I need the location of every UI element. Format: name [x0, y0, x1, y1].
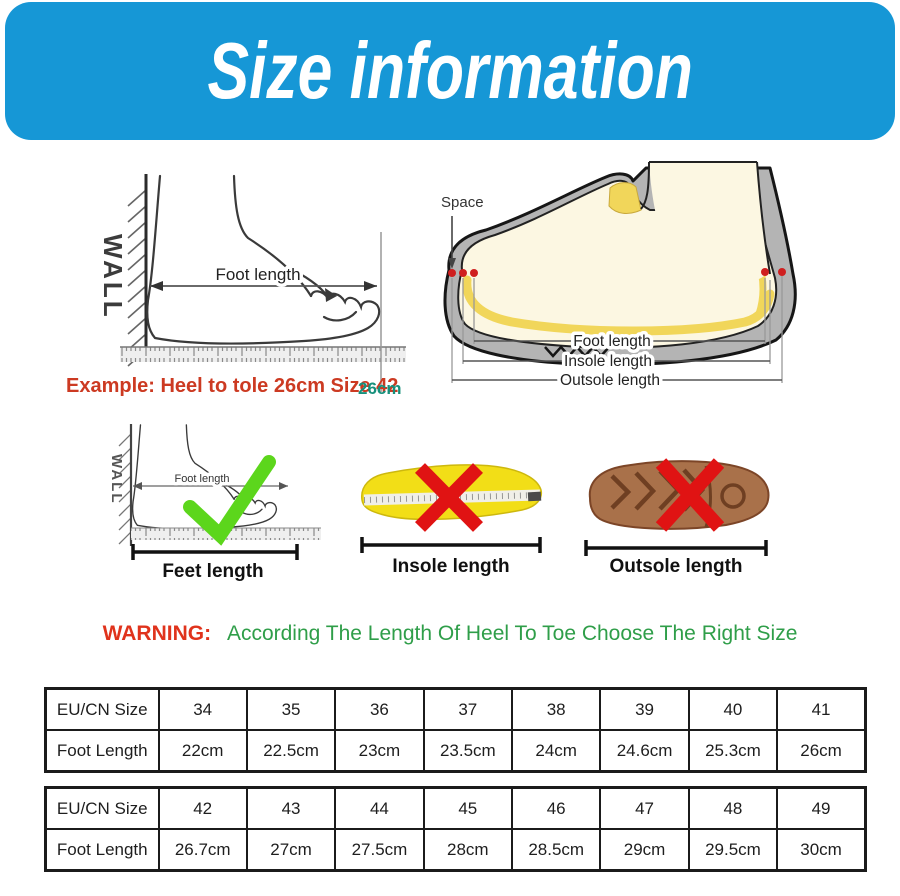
- insole-diagram: Insole length: [360, 463, 543, 577]
- shoe-insole-length-label: Insole length: [564, 353, 652, 370]
- foot-outline: [146, 174, 381, 345]
- size-cell: 44: [334, 786, 425, 830]
- example-text: Example: Heel to tole 26cm Size 42: [66, 375, 399, 397]
- length-cell: 27.5cm: [334, 828, 425, 872]
- extension-lines: [451, 276, 783, 383]
- size-cell: 45: [422, 786, 514, 830]
- length-cell: 28cm: [422, 828, 514, 872]
- size-cell: 49: [776, 786, 867, 830]
- size-row-label: EU/CN Size: [44, 786, 160, 830]
- size-cell: 40: [687, 687, 779, 731]
- length-cell: 29cm: [599, 828, 690, 872]
- table-row: Foot Length 26.7cm 27cm 27.5cm 28cm 28.5…: [44, 828, 867, 872]
- size-table-42-49: EU/CN Size 42 43 44 45 46 47 48 49 Foot …: [44, 786, 867, 872]
- length-cell: 24cm: [510, 729, 602, 773]
- size-cell: 39: [599, 687, 690, 731]
- title-banner: Size information: [5, 2, 895, 140]
- warning-line: WARNING: According The Length Of Heel To…: [0, 622, 900, 646]
- shoe-dimension-lines: [452, 340, 782, 381]
- length-cell: 28.5cm: [510, 828, 602, 872]
- tape-end: [527, 491, 542, 502]
- length-cell: 25.3cm: [687, 729, 779, 773]
- red-cross-icon: [415, 463, 483, 532]
- size-cell: 41: [776, 687, 867, 731]
- outsole-diagram: Outsole length: [584, 458, 770, 577]
- length-cell: 23cm: [334, 729, 425, 773]
- size-cell: 37: [422, 687, 514, 731]
- floor-ruler: [120, 347, 406, 362]
- leg-outline: [640, 161, 771, 275]
- shoe-tongue: [608, 182, 642, 214]
- table-row: Foot Length 22cm 22.5cm 23cm 23.5cm 24cm…: [44, 729, 867, 773]
- insole-length-bracket: [360, 537, 542, 553]
- table-row: EU/CN Size 34 35 36 37 38 39 40 41: [44, 687, 867, 731]
- length-cell: 26.7cm: [157, 828, 248, 872]
- foot-length-label: Foot length: [215, 265, 300, 284]
- warning-label: WARNING:: [102, 622, 212, 645]
- size-cell: 46: [510, 786, 602, 830]
- leg: [649, 162, 769, 286]
- example-measurement: 26cm: [358, 379, 402, 398]
- wall-hatching-small: [118, 433, 132, 545]
- foot-length-arrow: Foot length: [150, 262, 377, 291]
- wall-label-small: WALL: [108, 454, 125, 505]
- foot-length-arrow-small: Foot length: [133, 470, 288, 490]
- foot-length-label-small: Foot length: [174, 473, 229, 485]
- length-cell: 27cm: [245, 828, 337, 872]
- down-arrow-icon: [448, 258, 456, 269]
- foot-against-wall-diagram: WALL Foot length: [98, 174, 406, 392]
- size-table-34-41: EU/CN Size 34 35 36 37 38 39 40 41 Foot …: [44, 687, 867, 773]
- feet-length-caption: Feet length: [162, 561, 263, 582]
- outsole-length-caption: Outsole length: [610, 556, 743, 577]
- size-cell: 35: [245, 687, 337, 731]
- correct-method-diagram: WALL Foot length Feet length: [108, 424, 321, 582]
- red-cross-icon: [655, 458, 725, 532]
- page-title: Size information: [207, 26, 693, 115]
- size-cell: 47: [599, 786, 690, 830]
- wall-hatching: [127, 189, 147, 367]
- size-cell: 36: [334, 687, 425, 731]
- length-cell: 23.5cm: [422, 729, 514, 773]
- shoe-outsole-length-label: Outsole length: [560, 372, 660, 389]
- shoe-foot-length-label: Foot length: [573, 333, 651, 350]
- shoe-cross-section-diagram: Space Foot length Insole length Outsole …: [441, 161, 797, 393]
- insole-footbed: [462, 275, 775, 336]
- warning-text: According The Length Of Heel To Toe Choo…: [226, 622, 798, 645]
- measurement-diagrams: WALL Foot length: [98, 161, 797, 582]
- insole-length-caption: Insole length: [392, 556, 509, 577]
- size-cell: 42: [157, 786, 248, 830]
- space-annotation: Space: [441, 194, 484, 269]
- length-cell: 29.5cm: [687, 828, 779, 872]
- outsole-length-bracket: [584, 540, 768, 556]
- green-check-icon: [183, 455, 276, 546]
- length-cell: 24.6cm: [599, 729, 690, 773]
- space-label: Space: [441, 194, 484, 211]
- size-cell: 43: [245, 786, 337, 830]
- size-cell: 34: [157, 687, 248, 731]
- length-cell: 30cm: [776, 828, 867, 872]
- measure-point-dots: [448, 268, 786, 277]
- wall-label: WALL: [98, 234, 128, 320]
- size-row-label: EU/CN Size: [44, 687, 160, 731]
- table-row: EU/CN Size 42 43 44 45 46 47 48 49: [44, 786, 867, 830]
- length-cell: 22cm: [157, 729, 248, 773]
- length-cell: 26cm: [776, 729, 867, 773]
- outsole-image: [588, 460, 770, 530]
- size-cell: 38: [510, 687, 602, 731]
- length-row-label: Foot Length: [44, 828, 160, 872]
- sole-tread-wave: [544, 345, 610, 358]
- feet-length-bracket: [131, 544, 299, 560]
- size-cell: 48: [687, 786, 779, 830]
- length-cell: 22.5cm: [245, 729, 337, 773]
- length-row-label: Foot Length: [44, 729, 160, 773]
